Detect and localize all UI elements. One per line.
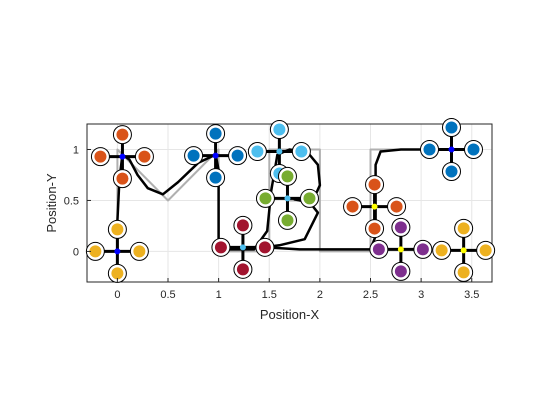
rotor	[214, 241, 227, 254]
rotor	[479, 244, 492, 257]
rotor	[111, 267, 124, 280]
x-axis-label: Position-X	[260, 307, 320, 322]
quadrotor-hub	[212, 152, 219, 159]
quadrotor-hub	[371, 203, 378, 210]
axes-box	[86, 123, 493, 283]
x-tick-label: 1.5	[262, 289, 277, 301]
quadrotor-marker	[85, 219, 149, 283]
quadrotor-hub	[284, 195, 291, 202]
quadrotor-marker	[343, 175, 407, 239]
rotor	[133, 245, 146, 258]
rotor	[368, 178, 381, 191]
quadrotor-marker	[369, 217, 433, 281]
quadrotor-marker	[255, 166, 319, 230]
rotor	[116, 172, 129, 185]
quadrotor-marker	[432, 218, 496, 282]
rotor	[251, 145, 264, 158]
rotor	[372, 243, 385, 256]
x-tick-label: 0.5	[160, 289, 175, 301]
quadrotor-marker	[211, 215, 275, 279]
rotor	[138, 150, 151, 163]
rotor	[259, 192, 272, 205]
rotor	[445, 165, 458, 178]
y-tick-label: 0.5	[64, 195, 79, 207]
rotor	[445, 121, 458, 134]
quadrotor-hub	[397, 246, 404, 253]
reference-line	[116, 148, 473, 253]
rotor	[209, 171, 222, 184]
rotor	[394, 221, 407, 234]
reference-path	[116, 148, 473, 253]
rotor	[89, 245, 102, 258]
rotor	[273, 123, 286, 136]
rotor	[111, 223, 124, 236]
x-ticks: 0 0.5 1 1.5 2 2.5 3 3.5	[114, 278, 479, 301]
rotor	[368, 222, 381, 235]
quadrotor-marker	[184, 124, 248, 188]
rotor	[116, 128, 129, 141]
y-tick-label: 1	[73, 144, 79, 156]
y-axis-label: Position-Y	[44, 173, 59, 233]
rotor	[187, 149, 200, 162]
rotor	[394, 265, 407, 278]
rotor	[236, 219, 249, 232]
x-tick-label: 0	[114, 289, 120, 301]
quadrotor-marker	[420, 117, 483, 181]
rotor	[258, 241, 271, 254]
quadrotor-hub	[239, 244, 246, 251]
quadrotor-hub	[114, 248, 121, 255]
rotor	[231, 149, 244, 162]
x-tick-label: 3	[418, 289, 424, 301]
x-tick-label: 1	[216, 289, 222, 301]
x-tick-label: 2	[317, 289, 323, 301]
quadrotor-markers	[85, 117, 496, 283]
quadrotor-hub	[119, 153, 126, 160]
rotor	[295, 145, 308, 158]
rotor	[346, 200, 359, 213]
rotor	[467, 143, 480, 156]
rotor	[457, 266, 470, 279]
quadrotor-hub	[276, 148, 283, 155]
quadrotor-marker	[90, 125, 154, 189]
rotor	[423, 143, 436, 156]
rotor	[457, 222, 470, 235]
quadrotor-hub	[448, 146, 455, 153]
rotor	[416, 243, 429, 256]
quadrotor-hub	[460, 247, 467, 254]
rotor	[435, 244, 448, 257]
rotor	[94, 150, 107, 163]
y-ticks: 00.51	[64, 144, 91, 258]
rotor	[390, 200, 403, 213]
rotor	[303, 192, 316, 205]
x-tick-label: 3.5	[464, 289, 479, 301]
rotor	[281, 170, 294, 183]
rotor	[209, 127, 222, 140]
y-tick-label: 0	[73, 246, 79, 258]
rotor	[281, 214, 294, 227]
x-tick-label: 2.5	[363, 289, 378, 301]
rotor	[236, 263, 249, 276]
